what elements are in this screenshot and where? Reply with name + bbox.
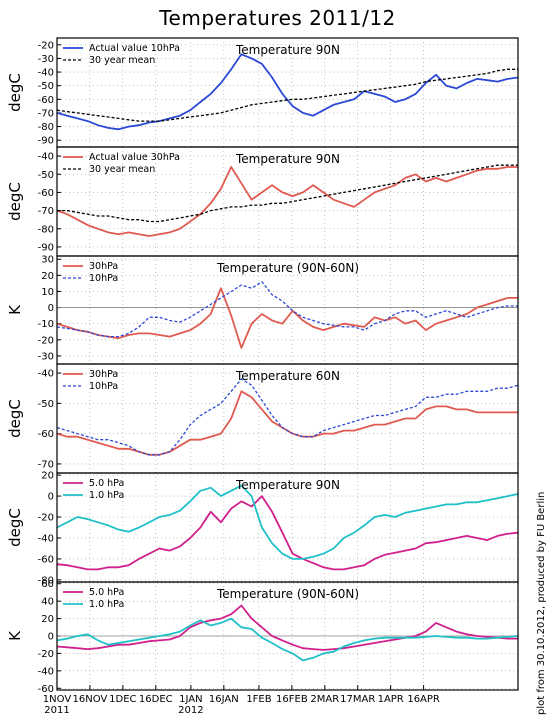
panel-frame (56, 581, 519, 691)
x-tick-label: 1DEC (109, 694, 136, 705)
y-axis-label: degC (6, 182, 24, 221)
legend-label: 30 year mean (89, 55, 155, 66)
y-tick-label: -60 (38, 188, 54, 199)
y-tick-label: -60 (38, 95, 54, 106)
panel-3: -30 -20 -10 0 10 20 30 Temperature (90N-60N) K 30… (6, 255, 519, 365)
y-tick-label: -10 (38, 319, 54, 330)
y-tick-label: -60 (38, 684, 54, 695)
y-tick-label: -80 (38, 575, 54, 586)
series-line-2 (56, 378, 519, 456)
legend-label: 10hPa (89, 381, 118, 392)
y-tick-label: -20 (38, 40, 54, 51)
y-axis-label: K (6, 304, 24, 315)
panel-2: -90 -80 -70 -60 -50 -40 Temperature 90N degC Act… (6, 146, 519, 257)
y-axis-label: degC (6, 508, 24, 547)
x-tick-label: 1NOV (43, 694, 72, 705)
panel-title: Temperature (90N-60N) (216, 261, 359, 275)
panel-5: -80 -60 -40 -20 0 20 Temperature 90N degC 5.0 hP… (6, 471, 519, 586)
y-tick-label: -60 (38, 429, 54, 440)
y-tick-label: -30 (38, 351, 54, 362)
x-tick-year-label: 2012 (178, 705, 203, 716)
y-tick-label: 30 (41, 255, 54, 266)
x-tick-label: 16JAN (209, 694, 239, 705)
y-tick-label: 0 (48, 492, 54, 503)
panel-title: Temperature 90N (235, 152, 340, 166)
y-tick-label: 40 (41, 597, 54, 608)
y-tick-label: -50 (38, 399, 54, 410)
panel-1: -90 -80 -70 -60 -50 -40 -30 -20 Temperature 90N d… (6, 37, 519, 148)
y-tick-label: -20 (38, 335, 54, 346)
y-axis-label: degC (6, 399, 24, 438)
y-tick-label: 0 (48, 632, 54, 643)
panel-title: Temperature 90N (235, 43, 340, 57)
y-tick-label: -80 (38, 122, 54, 133)
x-tick-label: 17MAR (340, 694, 375, 705)
series-line-1 (56, 287, 518, 349)
y-axis-label: degC (6, 73, 24, 112)
x-tick-label: 16APR (407, 694, 440, 705)
legend-label: 1.0 hPa (89, 490, 124, 501)
y-tick-label: -70 (38, 459, 54, 470)
x-tick-label: 16DEC (139, 694, 173, 705)
y-tick-label: -20 (38, 513, 54, 524)
series-line-1 (56, 53, 519, 131)
x-tick-label: 16FEB (276, 694, 308, 705)
legend-label: 30hPa (89, 261, 118, 272)
series-line-2 (56, 68, 518, 122)
y-tick-label: -20 (38, 649, 54, 660)
legend-label: 5.0 hPa (89, 587, 124, 598)
y-tick-label: 0 (48, 303, 54, 314)
y-tick-label: -50 (38, 81, 54, 92)
panel-6: -60 -40 -20 0 20 40 60 Temperature (90N-60N) K 5.… (6, 579, 519, 695)
y-tick-label: -40 (38, 666, 54, 677)
y-tick-label: -90 (38, 136, 54, 147)
series-line-2 (56, 617, 519, 662)
x-tick-label: 1FEB (246, 694, 271, 705)
x-tick-label: 16NOV (73, 694, 108, 705)
legend-label: Actual value 10hPa (89, 43, 180, 54)
y-tick-label: 60 (41, 579, 54, 590)
y-tick-label: -40 (38, 68, 54, 79)
series-line-1 (56, 495, 519, 571)
x-tick-year-label: 2011 (44, 705, 69, 716)
y-tick-label: -40 (38, 533, 54, 544)
legend-label: 10hPa (89, 273, 118, 284)
series-line-2 (56, 484, 519, 560)
x-tick-label: 2MAR (310, 694, 339, 705)
legend-label: 30hPa (89, 369, 118, 380)
y-tick-label: -40 (38, 152, 54, 163)
legend-label: 30 year mean (89, 164, 155, 175)
y-axis-label: K (6, 630, 24, 641)
y-tick-label: -70 (38, 108, 54, 119)
y-tick-label: -30 (38, 54, 54, 65)
panel-title: Temperature (90N-60N) (216, 587, 359, 601)
series-line-1 (56, 604, 518, 651)
y-tick-label: 20 (41, 614, 54, 625)
series-line-2 (57, 164, 518, 223)
y-tick-label: 10 (41, 287, 54, 298)
y-tick-label: 20 (41, 471, 54, 482)
y-tick-label: -60 (38, 554, 54, 565)
y-tick-label: -40 (38, 369, 54, 380)
x-tick-label: 1APR (378, 694, 404, 705)
y-tick-label: -80 (38, 224, 54, 235)
chart-title: Temperatures 2011/12 (159, 6, 396, 30)
y-tick-label: -90 (38, 242, 54, 253)
series-line-2 (56, 281, 518, 338)
x-tick-label: 1JAN (179, 694, 202, 705)
legend-label: Actual value 30hPa (89, 152, 180, 163)
y-tick-label: 20 (41, 271, 54, 282)
y-tick-label: -50 (38, 170, 54, 181)
legend-label: 5.0 hPa (89, 478, 124, 489)
panel-4: -70 -60 -50 -40 Temperature 60N degC 30hPa10hP… (6, 363, 519, 474)
legend-label: 1.0 hPa (89, 599, 124, 610)
series-line-1 (56, 166, 518, 237)
y-tick-label: -70 (38, 206, 54, 217)
panel-title: Temperature 60N (235, 369, 340, 383)
panel-title: Temperature 90N (235, 478, 340, 492)
